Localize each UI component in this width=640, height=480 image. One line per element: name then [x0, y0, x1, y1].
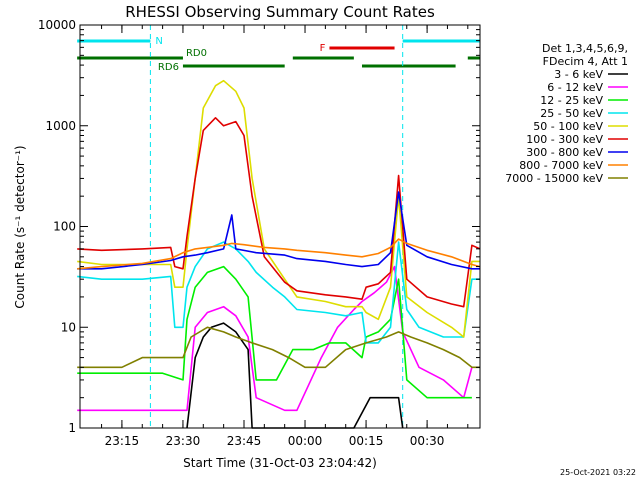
flag-label-f: F [320, 43, 326, 54]
legend-label-8: 7000 - 15000 keV [505, 172, 603, 185]
x-tick-label: 23:30 [166, 434, 201, 448]
series-line-8 [77, 326, 480, 369]
legend: Det 1,3,4,5,6,9,FDecim 4, Att 13 - 6 keV… [505, 42, 628, 185]
y-tick-label: 10000 [38, 18, 76, 32]
series-line-0 [186, 322, 404, 429]
legend-label-7: 800 - 7000 keV [519, 159, 603, 172]
flag-label-rd6: RD6 [158, 62, 179, 73]
legend-label-3: 25 - 50 keV [540, 107, 603, 120]
legend-label-0: 3 - 6 keV [554, 68, 603, 81]
legend-header-line: FDecim 4, Att 1 [543, 55, 628, 68]
x-tick-label: 00:30 [410, 434, 445, 448]
y-axis-label: Count Rate (s⁻¹ detector⁻¹) [13, 145, 27, 308]
footer-timestamp: 25-Oct-2021 03:22 [560, 468, 636, 477]
y-tick-label: 100 [53, 220, 76, 234]
series-line-2 [77, 265, 472, 399]
x-axis-label: Start Time (31-Oct-03 23:04:42) [183, 456, 377, 470]
x-tick-label: 00:15 [349, 434, 384, 448]
legend-label-6: 300 - 800 keV [526, 146, 603, 159]
legend-label-5: 100 - 300 keV [526, 133, 603, 146]
flag-bars: N F RD0 RD6 [77, 36, 480, 73]
series-line-4 [77, 79, 480, 338]
y-tick-label: 1000 [45, 119, 76, 133]
legend-header-line: Det 1,3,4,5,6,9, [542, 42, 628, 55]
series-line-6 [77, 191, 480, 270]
flag-label-rd0: RD0 [186, 48, 207, 59]
x-tick-label: 23:45 [227, 434, 262, 448]
flag-label-n: N [155, 36, 162, 47]
plot-area [77, 25, 481, 429]
series-line-7 [77, 238, 481, 270]
legend-label-4: 50 - 100 keV [533, 120, 603, 133]
series-line-3 [77, 241, 480, 344]
chart-title: RHESSI Observing Summary Count Rates [125, 3, 435, 21]
axes: 1 10 100 1000 10000 23:15 23:30 23:45 00:00 00:15… [38, 18, 481, 448]
y-tick-label: 10 [61, 320, 76, 334]
x-tick-label: 23:15 [105, 434, 140, 448]
y-tick-label: 1 [68, 421, 76, 435]
x-tick-label: 00:00 [288, 434, 323, 448]
series-line-5 [77, 117, 481, 308]
legend-label-1: 6 - 12 keV [547, 81, 603, 94]
legend-label-2: 12 - 25 keV [540, 94, 603, 107]
